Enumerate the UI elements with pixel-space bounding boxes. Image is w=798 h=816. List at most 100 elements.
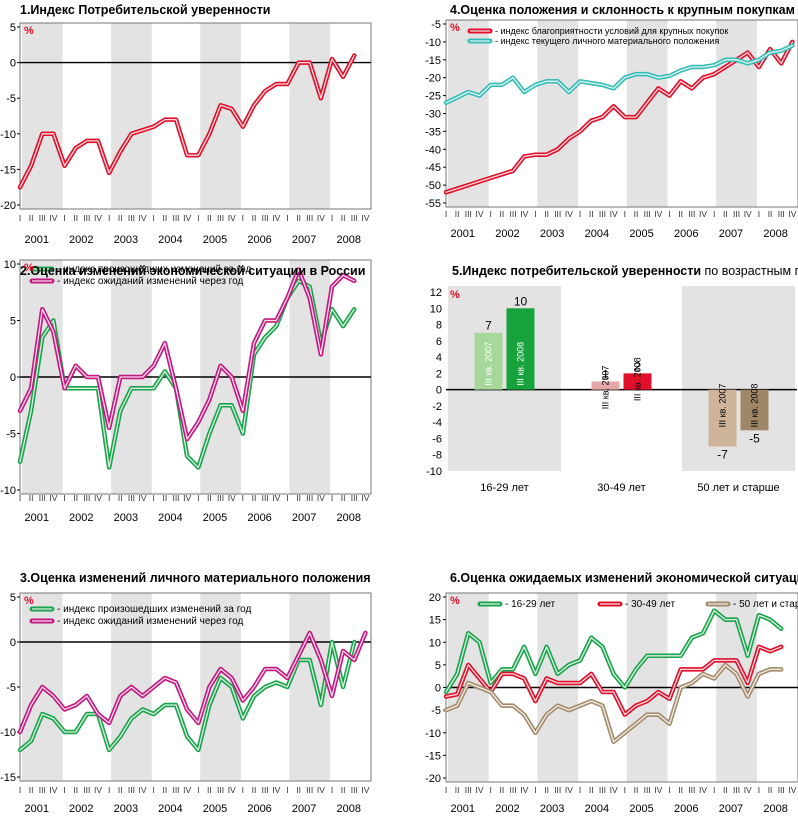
y-tick-label: -4 xyxy=(432,417,442,429)
line-chart-1 xyxy=(17,22,372,210)
series-line-inner xyxy=(19,280,355,469)
year-label: 2005 xyxy=(629,228,653,240)
quarter-label: II xyxy=(118,213,123,223)
legend-series-name: 30-49 лет xyxy=(631,599,675,610)
series-line-inner xyxy=(19,268,355,440)
bar-series-label: III кв. 2007 xyxy=(484,342,494,386)
y-tick-label: -20 xyxy=(425,773,441,785)
y-tick-label: 10 xyxy=(4,259,16,271)
quarter-label: IV xyxy=(228,493,236,503)
quarter-label: I xyxy=(63,785,65,795)
percent-sign: % xyxy=(24,595,34,607)
year-label: 2006 xyxy=(674,803,698,815)
quarter-label: II xyxy=(723,209,728,219)
series-line-inner xyxy=(19,632,367,733)
year-label: 2001 xyxy=(24,512,48,524)
year-label: 2007 xyxy=(719,228,743,240)
bar-value-label: -5 xyxy=(749,431,760,445)
year-label: 2005 xyxy=(629,803,653,815)
series-line-inner xyxy=(445,609,782,693)
year-band xyxy=(626,20,668,207)
quarter-label: III xyxy=(83,493,90,503)
quarter-label: IV xyxy=(49,493,57,503)
year-label: 2004 xyxy=(585,803,609,815)
legend-label: - индекс благоприятности условий для кру… xyxy=(495,26,728,36)
year-label: 2005 xyxy=(203,234,227,246)
quarter-label: II xyxy=(634,209,639,219)
quarter-label: IV xyxy=(654,209,662,219)
quarter-label: II xyxy=(455,209,460,219)
quarter-label: IV xyxy=(361,493,369,503)
series-line-inner xyxy=(445,664,782,743)
quarter-label: II xyxy=(296,785,301,795)
quarter-label: II xyxy=(500,209,505,219)
bar-series-label: III кв. 2008 xyxy=(516,342,526,386)
year-label: 2005 xyxy=(203,803,227,815)
year-label: 2007 xyxy=(292,234,316,246)
quarter-label: III xyxy=(351,213,358,223)
y-tick-label: -15 xyxy=(425,55,441,67)
year-label: 2003 xyxy=(114,512,138,524)
percent-sign: % xyxy=(450,595,460,607)
year-label: 2004 xyxy=(585,228,609,240)
quarter-label: II xyxy=(296,213,301,223)
quarter-label: III xyxy=(351,493,358,503)
quarter-label: I xyxy=(63,493,65,503)
percent-sign: % xyxy=(24,262,34,274)
quarter-label: IV xyxy=(476,785,484,795)
quarter-label: I xyxy=(153,213,155,223)
quarter-label: III xyxy=(465,209,472,219)
y-tick-label: -15 xyxy=(0,772,16,784)
quarter-label: III xyxy=(128,785,135,795)
y-tick-label: -10 xyxy=(0,727,16,739)
year-band xyxy=(289,23,330,209)
y-tick-label: -15 xyxy=(0,164,16,176)
quarter-label: IV xyxy=(272,785,280,795)
quarter-label: III xyxy=(778,785,785,795)
y-tick-label: 8 xyxy=(436,320,442,332)
legend-series-name: индекс ожиданий изменений через год xyxy=(63,616,243,627)
series-line-inner xyxy=(445,646,782,716)
y-tick-label: -20 xyxy=(0,200,16,212)
year-label: 2008 xyxy=(336,234,360,246)
year-label: 2002 xyxy=(495,228,519,240)
bar-2-1 xyxy=(740,389,769,431)
group-band xyxy=(448,286,561,471)
legend-label: - 50 лет и старше xyxy=(733,599,798,610)
quarter-label: III xyxy=(39,493,46,503)
quarter-label: III xyxy=(554,209,561,219)
y-tick-label: -25 xyxy=(425,91,441,103)
quarter-label: II xyxy=(207,785,212,795)
chart-title-main: 5.Индекс потребительской уверенности xyxy=(452,264,701,278)
quarter-label: II xyxy=(162,785,167,795)
y-tick-label: -5 xyxy=(6,682,16,694)
quarter-label: II xyxy=(544,785,549,795)
quarter-label: IV xyxy=(317,785,325,795)
quarter-label: III xyxy=(262,493,269,503)
year-label: 2003 xyxy=(540,228,564,240)
bar-2-0 xyxy=(708,389,737,447)
quarter-label: III xyxy=(733,785,740,795)
quarter-label: IV xyxy=(788,785,796,795)
quarter-label: II xyxy=(678,785,683,795)
year-label: 2006 xyxy=(247,512,271,524)
quarter-label: II xyxy=(207,493,212,503)
y-tick-label: 0 xyxy=(436,385,442,397)
quarter-label: IV xyxy=(317,493,325,503)
quarter-label: II xyxy=(589,209,594,219)
y-tick-label: -2 xyxy=(432,401,442,413)
year-label: 2001 xyxy=(24,803,48,815)
quarter-label: IV xyxy=(744,209,752,219)
quarter-label: I xyxy=(668,209,670,219)
quarter-label: IV xyxy=(183,493,191,503)
y-tick-label: 0 xyxy=(10,58,16,70)
quarter-label: III xyxy=(306,213,313,223)
quarter-label: IV xyxy=(183,785,191,795)
quarter-label: III xyxy=(172,493,179,503)
category-label: 16-29 лет xyxy=(480,482,528,494)
quarter-label: I xyxy=(197,785,199,795)
y-tick-label: -30 xyxy=(425,109,441,121)
bar-value-label: 10 xyxy=(514,294,528,308)
quarter-label: IV xyxy=(565,785,573,795)
legend-series-name: индекс благоприятности условий для крупн… xyxy=(501,26,729,36)
